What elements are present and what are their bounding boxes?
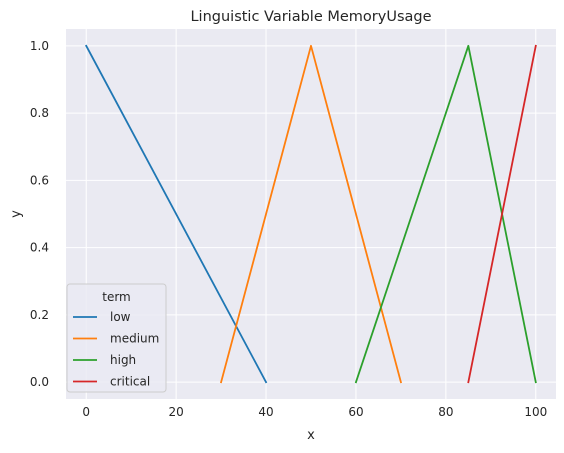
x-axis-label: x — [307, 428, 315, 443]
tick-labels: 0 20 40 60 80 100 0.0 0.2 0.4 0.6 0.8 1.0 — [30, 39, 547, 419]
legend-label-critical: critical — [110, 375, 150, 389]
x-tick-label: 80 — [438, 405, 453, 419]
y-tick-label: 0.8 — [30, 106, 49, 120]
legend-box — [66, 283, 167, 393]
legend-label-medium: medium — [110, 332, 159, 346]
x-tick-label: 40 — [258, 405, 273, 419]
series-line-medium — [219, 44, 403, 384]
legend-label-low: low — [110, 310, 131, 324]
series-line-high — [354, 44, 537, 384]
y-axis-label: y — [9, 210, 24, 218]
y-tick-label: 0.6 — [30, 173, 49, 187]
y-tick-label: 0.0 — [30, 375, 49, 389]
legend-items: low medium high critical — [73, 310, 159, 389]
x-tick-label: 60 — [348, 405, 363, 419]
y-tick-label: 0.4 — [30, 241, 49, 255]
chart-title: Linguistic Variable MemoryUsage — [190, 9, 431, 25]
x-tick-label: 0 — [82, 405, 90, 419]
y-tick-label: 0.2 — [30, 308, 49, 322]
series-lines — [85, 44, 537, 384]
series-line-critical — [467, 44, 537, 384]
x-tick-label: 100 — [524, 405, 547, 419]
legend: term low medium high critical — [66, 283, 167, 393]
legend-title: term — [102, 290, 131, 304]
legend-label-high: high — [110, 353, 136, 367]
y-tick-label: 1.0 — [30, 39, 49, 53]
x-tick-label: 20 — [168, 405, 183, 419]
